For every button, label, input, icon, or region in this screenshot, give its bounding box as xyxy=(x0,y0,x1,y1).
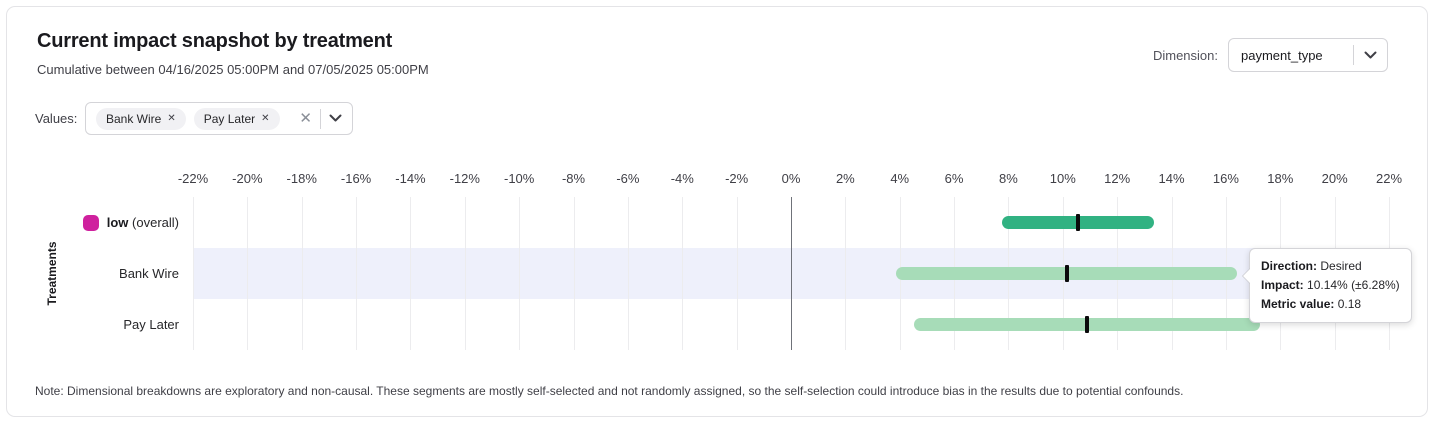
x-tick-label: 10% xyxy=(1049,171,1076,186)
gridline xyxy=(247,197,249,350)
x-tick-label: 16% xyxy=(1212,171,1239,186)
dimension-label: Dimension: xyxy=(1152,47,1218,63)
x-tick-label: 12% xyxy=(1104,171,1131,186)
x-tick-label: 20% xyxy=(1321,171,1348,186)
x-tick-label: -8% xyxy=(561,171,586,186)
x-tick-label: -12% xyxy=(449,171,480,186)
x-tick-label: 22% xyxy=(1375,171,1403,186)
gridline xyxy=(356,197,358,350)
row-label-pay-later: Pay Later xyxy=(123,317,179,332)
values-divider xyxy=(320,108,321,129)
selected-values: Bank Wire ✕ Pay Later ✕ xyxy=(96,107,280,130)
clear-all-icon[interactable]: ✕ xyxy=(299,110,312,127)
tooltip: Direction: Desired Impact: 10.14% (±6.28… xyxy=(1242,248,1412,323)
value-tag[interactable]: Pay Later ✕ xyxy=(193,107,280,130)
remove-tag-icon[interactable]: ✕ xyxy=(167,112,176,124)
x-tick-label: -22% xyxy=(177,171,209,186)
page-title: Current impact snapshot by treatment xyxy=(37,30,393,52)
dimension-selected-value: payment_type xyxy=(1241,47,1323,63)
date-range-subtitle: Cumulative between 04/16/2025 05:00PM an… xyxy=(37,62,429,77)
x-tick-label: -18% xyxy=(286,171,317,186)
dropdown-divider xyxy=(1353,45,1354,65)
impact-point-marker xyxy=(1075,214,1080,231)
x-tick-label: -2% xyxy=(725,171,749,186)
values-chevron-down-icon[interactable] xyxy=(329,114,342,123)
x-tick-label: -16% xyxy=(340,171,372,186)
zero-axis-line xyxy=(791,197,792,350)
gridline xyxy=(193,197,194,350)
values-label: Values: xyxy=(35,111,78,126)
x-tick-label: -6% xyxy=(616,171,640,186)
gridline xyxy=(736,197,738,350)
value-tag[interactable]: Bank Wire ✕ xyxy=(96,107,186,130)
values-multiselect[interactable]: Bank Wire ✕ Pay Later ✕ ✕ xyxy=(85,102,353,135)
impact-point-marker xyxy=(1085,316,1089,333)
gridline xyxy=(573,197,575,350)
x-tick-label: -10% xyxy=(503,171,535,186)
value-tag-label: Pay Later xyxy=(203,111,256,126)
gridline xyxy=(845,197,847,350)
gridline xyxy=(627,197,629,350)
treatment-swatch xyxy=(82,214,99,231)
impact-chart-plot: -22% -20% -18% -16% -14% -12% -10% -8% -6% -4% -2%… xyxy=(178,171,1402,350)
x-tick-label: 14% xyxy=(1158,171,1185,186)
x-tick-label: -20% xyxy=(232,171,263,186)
gridline xyxy=(301,197,303,350)
row-label-bank-wire: Bank Wire xyxy=(119,266,179,281)
x-tick-label: 4% xyxy=(890,171,910,186)
tooltip-impact: Impact: 10.14% (±6.28%) xyxy=(1261,278,1400,292)
gridline xyxy=(464,197,466,350)
dimension-control: Dimension: payment_type xyxy=(1153,38,1388,72)
impact-point-marker xyxy=(1064,265,1069,282)
gridline xyxy=(519,197,521,350)
impact-snapshot-card: Current impact snapshot by treatment Cum… xyxy=(6,6,1428,417)
x-tick-label: -14% xyxy=(395,171,426,186)
x-tick-label: 6% xyxy=(944,171,964,186)
chevron-down-icon xyxy=(1364,51,1377,60)
gridline xyxy=(682,197,684,350)
dimension-select[interactable]: payment_type xyxy=(1228,38,1388,72)
tooltip-direction: Direction: Desired xyxy=(1261,259,1362,273)
remove-tag-icon[interactable]: ✕ xyxy=(261,112,270,124)
x-tick-label: 18% xyxy=(1267,171,1294,186)
footnote: Note: Dimensional breakdowns are explora… xyxy=(35,384,1184,398)
x-tick-label: 2% xyxy=(835,171,855,186)
x-tick-label: 0% xyxy=(781,171,801,186)
row-label-low: low (overall) xyxy=(35,197,179,248)
x-tick-label: 8% xyxy=(999,171,1018,186)
x-tick-label: -4% xyxy=(670,171,694,186)
gridline xyxy=(410,197,412,350)
value-tag-label: Bank Wire xyxy=(106,111,162,126)
tooltip-metric-value: Metric value: 0.18 xyxy=(1261,297,1362,311)
